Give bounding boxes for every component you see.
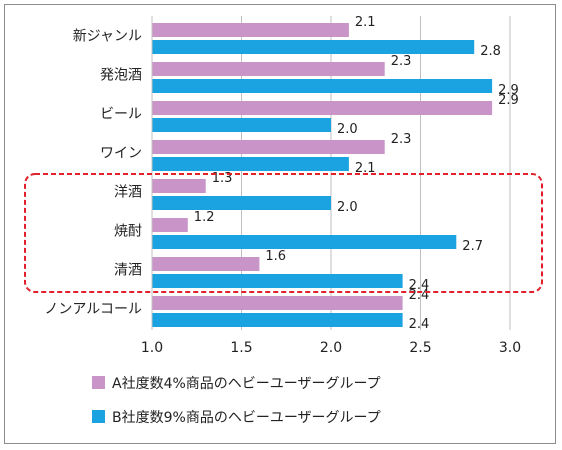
value-label-series0-6: 1.6 [265, 249, 286, 264]
bar-series0-7 [152, 296, 403, 310]
legend-swatch-0 [92, 376, 105, 389]
bar-series0-4 [152, 179, 206, 193]
value-label-series0-3: 2.3 [391, 132, 412, 147]
category-label-3: ワイン [100, 146, 142, 162]
value-label-series1-0: 2.8 [480, 44, 501, 59]
category-label-1: 発泡酒 [100, 68, 142, 84]
category-label-5: 焼酎 [114, 224, 142, 240]
legend-label-0: A社度数4%商品のヘビーユーザーグループ [112, 376, 381, 392]
bar-series1-5 [152, 235, 457, 249]
value-label-series1-7: 2.4 [409, 317, 430, 332]
value-label-series0-0: 2.1 [355, 15, 376, 30]
bar-series1-1 [152, 79, 493, 93]
category-label-2: ビール [100, 107, 142, 123]
legend-swatch-1 [92, 410, 105, 423]
bar-series1-6 [152, 274, 403, 288]
x-tick-label-0: 1.0 [141, 340, 163, 356]
value-label-series0-5: 1.2 [194, 210, 215, 225]
x-tick-label-2: 2.0 [320, 340, 342, 356]
chart-frame [4, 4, 556, 444]
value-label-series1-5: 2.7 [462, 239, 483, 254]
x-tick-label-4: 3.0 [499, 340, 521, 356]
x-tick-label-3: 2.5 [409, 340, 431, 356]
bar-series0-6 [152, 257, 260, 271]
value-label-series0-1: 2.3 [391, 54, 412, 69]
bar-series1-2 [152, 118, 331, 132]
bar-series0-1 [152, 62, 385, 76]
bar-series1-3 [152, 157, 349, 171]
bar-series0-2 [152, 101, 493, 115]
value-label-series1-2: 2.0 [337, 122, 358, 137]
bar-series0-3 [152, 140, 385, 154]
value-label-series1-3: 2.1 [355, 161, 376, 176]
legend-label-1: B社度数9%商品のヘビーユーザーグループ [112, 410, 381, 426]
category-label-7: ノンアルコール [44, 302, 142, 318]
category-label-0: 新ジャンル [73, 29, 142, 45]
value-label-series0-7: 2.4 [409, 288, 430, 303]
value-label-series1-1: 2.9 [498, 83, 519, 98]
category-label-6: 清酒 [114, 263, 142, 279]
bar-series0-5 [152, 218, 188, 232]
category-label-4: 洋酒 [114, 185, 142, 201]
highlight-box [24, 173, 543, 293]
bar-series1-4 [152, 196, 331, 210]
bar-series0-0 [152, 23, 349, 37]
x-tick-label-1: 1.5 [230, 340, 252, 356]
bar-series1-0 [152, 40, 475, 54]
bar-series1-7 [152, 313, 403, 327]
value-label-series0-2: 2.9 [498, 93, 519, 108]
value-label-series1-6: 2.4 [409, 278, 430, 293]
value-label-series1-4: 2.0 [337, 200, 358, 215]
